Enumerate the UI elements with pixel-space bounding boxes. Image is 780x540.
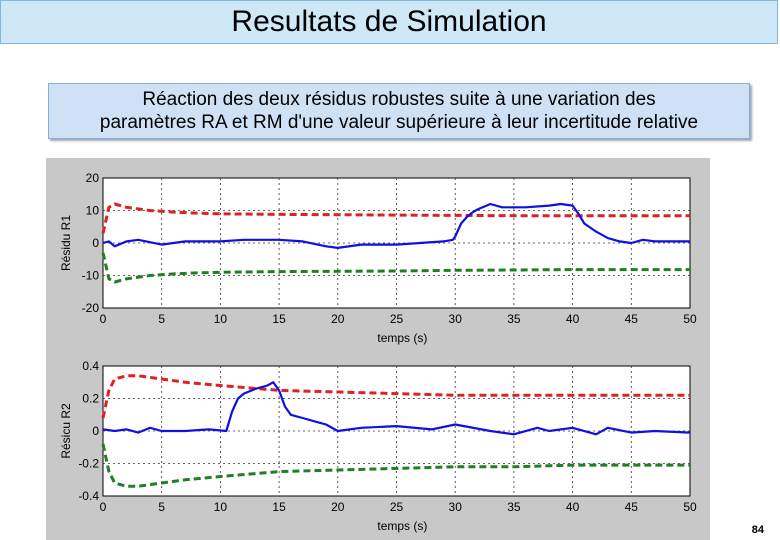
chart1-y-axis-label: Résidu R1 <box>59 215 73 271</box>
chart1-x-tick-label: 25 <box>390 312 404 326</box>
chart2-x-tick-label: 40 <box>566 500 580 514</box>
chart2-x-tick-label: 10 <box>214 500 228 514</box>
chart2-x-tick-label: 0 <box>100 500 107 514</box>
chart2-y-axis-label: Résicu R2 <box>59 403 73 459</box>
chart2-y-tick-label: -0.2 <box>78 457 99 471</box>
chart1-series-residual <box>102 202 690 249</box>
chart2-x-tick-label: 30 <box>449 500 463 514</box>
chart1-x-tick-label: 45 <box>625 312 639 326</box>
chart1-series-upper <box>101 202 690 234</box>
chart1-x-tick-label: 5 <box>158 312 165 326</box>
chart2-y-tick-label: -0.4 <box>78 489 99 503</box>
chart2-x-tick-label: 50 <box>683 500 697 514</box>
chart2-y-tick-label: 0.4 <box>82 359 99 373</box>
chart2-y-tick-label: 0 <box>92 424 99 438</box>
chart1-y-tick-label: 0 <box>92 236 99 250</box>
chart2-x-tick-label: 20 <box>331 500 345 514</box>
chart1-x-axis-label: temps (s) <box>377 331 427 345</box>
chart1-x-tick-label: 30 <box>449 312 463 326</box>
chart2-x-tick-label: 5 <box>158 500 165 514</box>
chart1-x-tick-label: 10 <box>214 312 228 326</box>
chart1-x-tick-label: 0 <box>100 312 107 326</box>
chart1-x-tick-label: 15 <box>272 312 286 326</box>
chart2-x-axis-label: temps (s) <box>377 519 427 533</box>
chart1-y-tick-label: 20 <box>86 171 100 185</box>
chart2-x-tick-label: 15 <box>272 500 286 514</box>
chart1-y-tick-label: -10 <box>82 269 100 283</box>
chart2-x-tick-label: 45 <box>625 500 639 514</box>
chart1-series-lower <box>101 252 690 284</box>
chart2-series-residual <box>102 381 691 436</box>
title-bar: Resultats de Simulation <box>0 0 778 44</box>
chart1-x-tick-label: 50 <box>683 312 697 326</box>
chart1-x-tick-label: 20 <box>331 312 345 326</box>
chart2-series-upper <box>101 374 690 419</box>
chart2-x-tick-label: 35 <box>507 500 521 514</box>
chart2-y-tick-label: 0.2 <box>82 392 99 406</box>
subtitle-line-2: paramètres RA et RM d'une valeur supérie… <box>99 112 699 133</box>
chart1-x-tick-label: 35 <box>507 312 521 326</box>
chart1-y-tick-label: -20 <box>82 301 100 315</box>
chart2-x-tick-label: 25 <box>390 500 404 514</box>
chart1-x-tick-label: 40 <box>566 312 580 326</box>
chart2-series-lower <box>101 443 690 488</box>
subtitle-box: Réaction des deux résidus robustes suite… <box>48 83 750 139</box>
page-number: 84 <box>751 524 764 536</box>
chart1-y-tick-label: 10 <box>86 204 100 218</box>
subtitle-line-1: Réaction des deux résidus robustes suite… <box>142 89 656 110</box>
page-title: Resultats de Simulation <box>231 5 547 38</box>
